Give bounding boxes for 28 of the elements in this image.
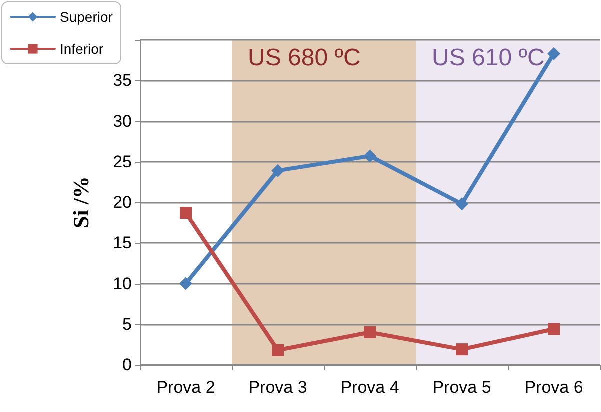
x-tick-label: Prova 6 — [524, 378, 584, 397]
y-tick-label: 20 — [113, 193, 132, 212]
x-tick-label: Prova 4 — [340, 378, 400, 397]
point — [364, 150, 376, 163]
y-tick-label: 10 — [113, 274, 132, 294]
point — [548, 323, 560, 336]
point — [180, 277, 192, 290]
y-tick-label: 15 — [113, 234, 132, 253]
point — [456, 198, 468, 211]
x-tick-label: Prova 3 — [248, 378, 308, 397]
y-tick-label: 25 — [113, 152, 132, 172]
legend-label: Inferior — [60, 41, 104, 57]
point — [456, 344, 468, 356]
legend-label: Superior — [60, 9, 114, 25]
band-label: US 610 ºC — [432, 44, 545, 72]
point — [272, 164, 284, 178]
x-tick-label: Prova 2 — [156, 378, 216, 397]
y-axis-title: Si /% — [68, 176, 94, 228]
point — [180, 207, 192, 220]
point — [364, 326, 376, 338]
x-tick-label: Prova 5 — [432, 378, 492, 397]
y-tick-label: 0 — [122, 356, 132, 374]
point — [272, 344, 284, 356]
y-tick-label: 35 — [113, 71, 132, 90]
y-tick-label: 5 — [122, 314, 132, 334]
band-label: US 680 ºC — [248, 44, 361, 72]
point — [548, 47, 560, 60]
y-tick-label: 30 — [113, 112, 132, 131]
